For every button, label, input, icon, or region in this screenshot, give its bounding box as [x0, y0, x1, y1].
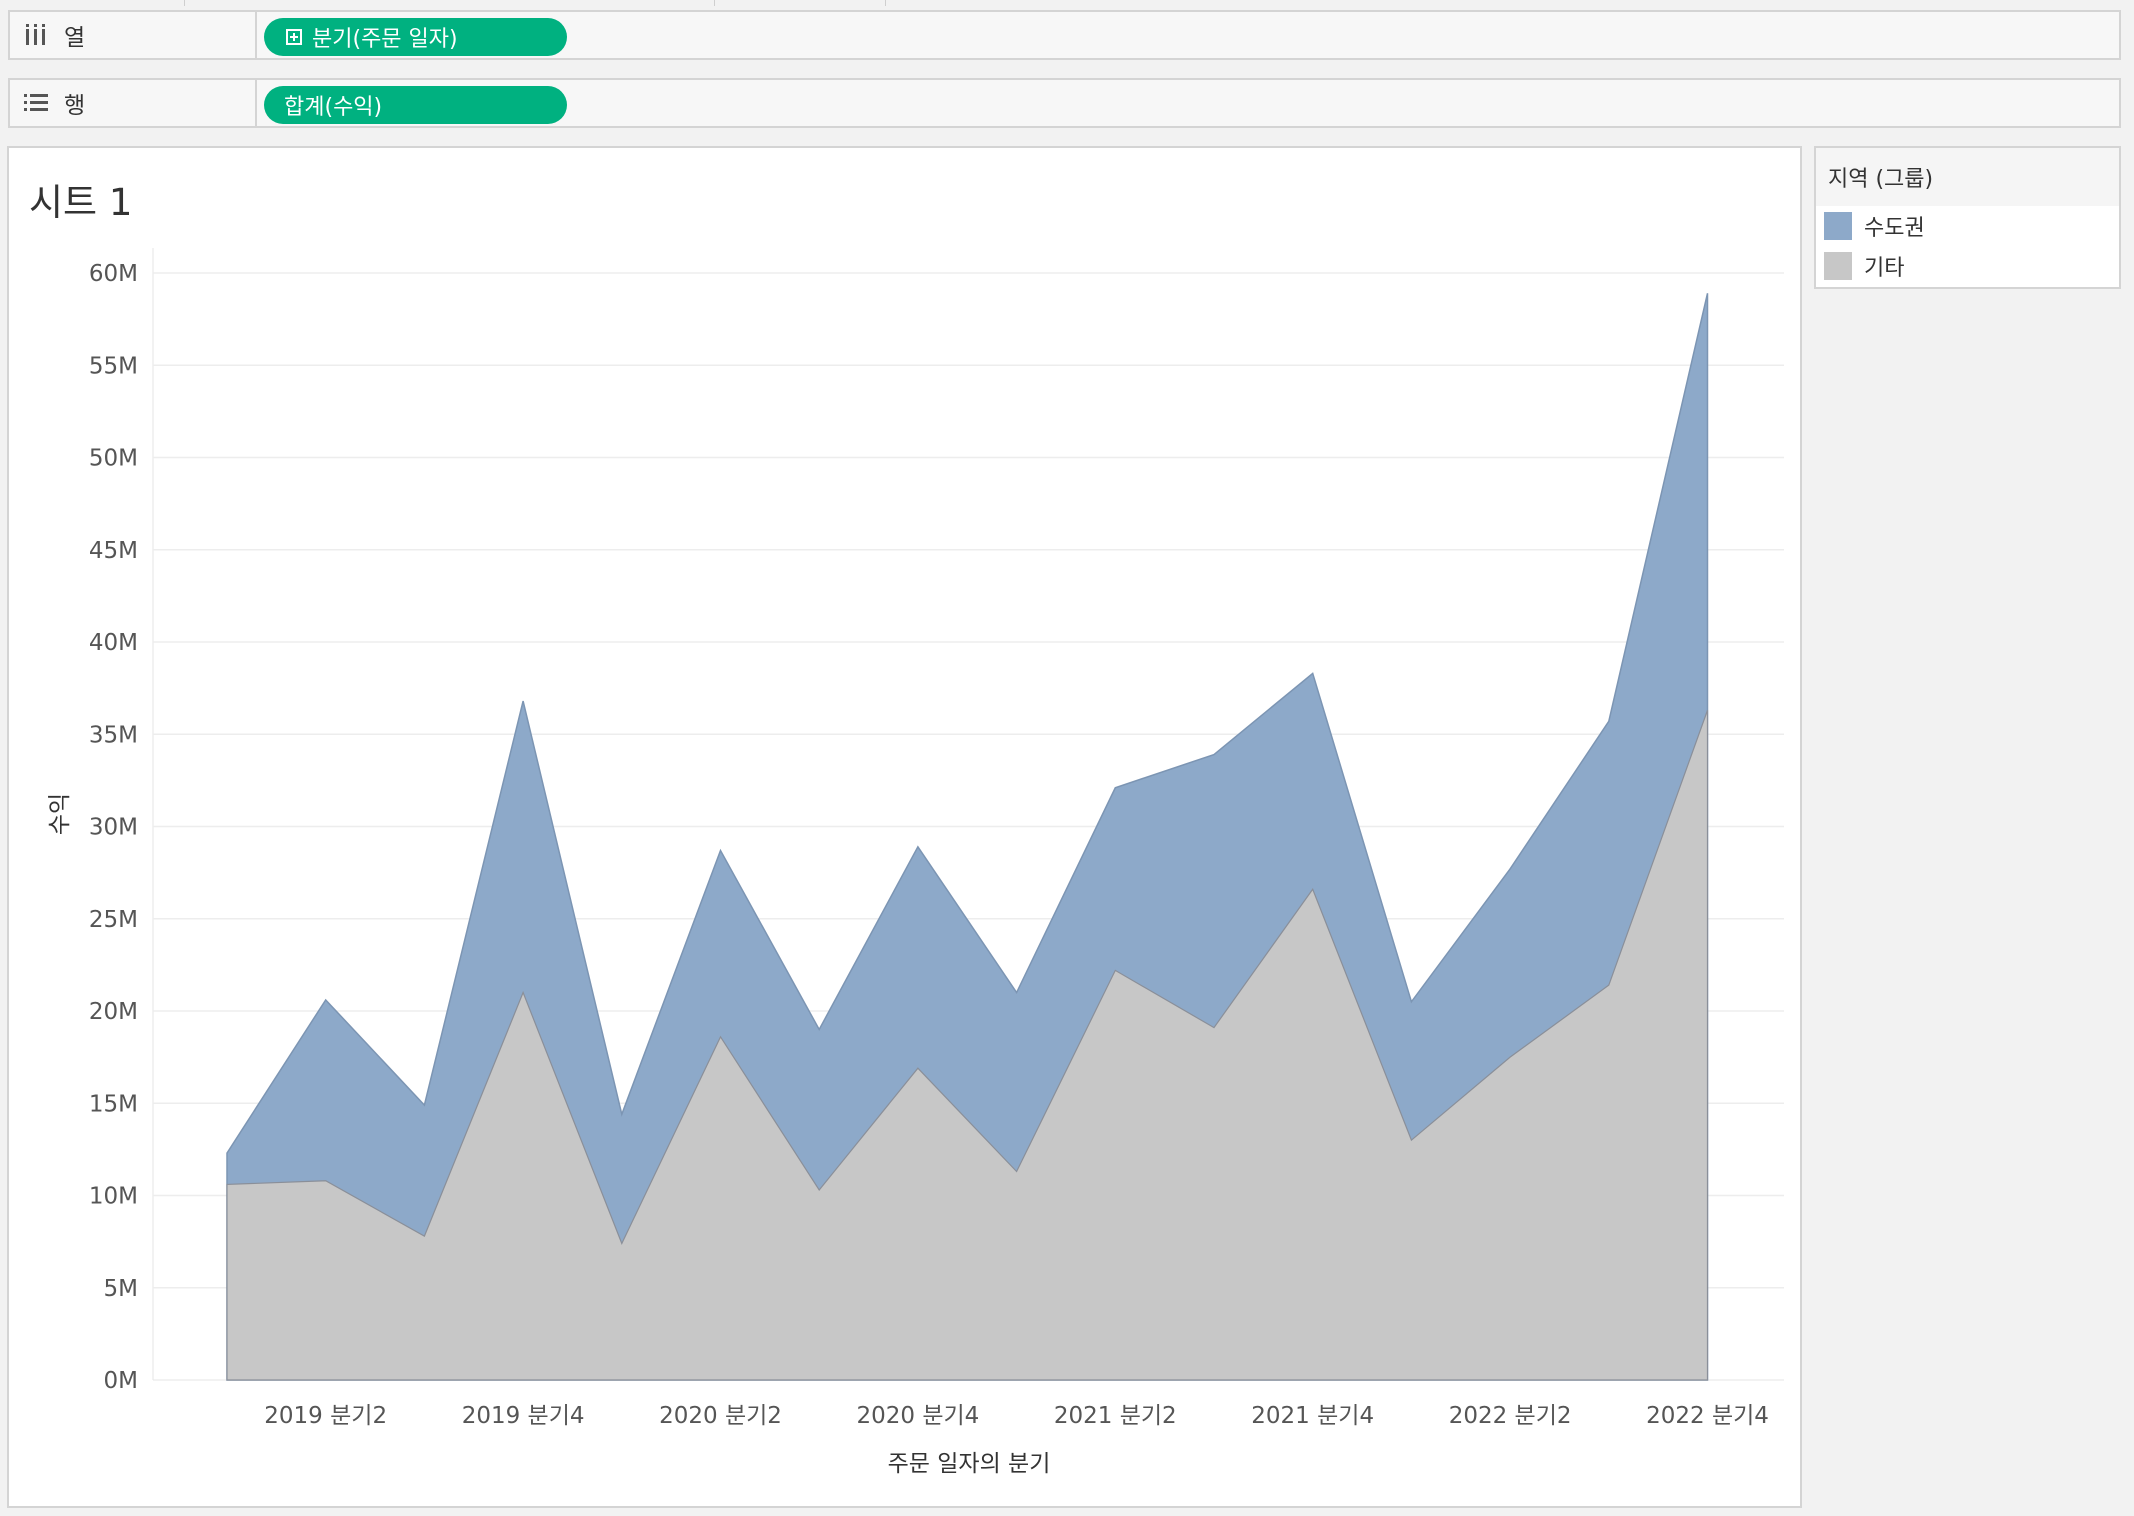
area-other	[226, 710, 1709, 1381]
y-tick-label: 60M	[89, 261, 138, 287]
y-tick-label: 45M	[89, 538, 138, 564]
columns-icon	[22, 21, 50, 49]
x-tick-label: 2021 분기4	[1251, 1403, 1374, 1429]
rows-pill[interactable]: 합계(수익)	[264, 86, 567, 124]
y-tick-label: 40M	[89, 630, 138, 656]
y-tick-label: 50M	[89, 446, 138, 472]
y-tick-label: 5M	[104, 1276, 138, 1302]
legend: 지역 (그룹) 수도권 기타	[1814, 146, 2121, 289]
y-axis-title: 수익	[47, 793, 73, 835]
y-tick-label: 15M	[89, 1091, 138, 1117]
rows-shelf-label: 행	[10, 80, 257, 126]
x-tick-label: 2021 분기2	[1054, 1403, 1177, 1429]
legend-swatch-metro	[1824, 212, 1852, 240]
expand-plus-icon[interactable]	[286, 29, 302, 45]
x-tick-label: 2022 분기2	[1449, 1403, 1572, 1429]
y-tick-label: 10M	[89, 1184, 138, 1210]
legend-label-metro: 수도권	[1864, 216, 1925, 241]
x-axis-title: 주문 일자의 분기	[888, 1451, 1051, 1477]
legend-title: 지역 (그룹)	[1816, 148, 2119, 206]
x-tick-label: 2022 분기4	[1646, 1403, 1769, 1429]
y-tick-label: 0M	[104, 1368, 138, 1394]
columns-shelf-label: 열	[10, 12, 257, 58]
y-tick-label: 20M	[89, 999, 138, 1025]
y-tick-label: 55M	[89, 353, 138, 379]
rows-pill-label: 합계(수익)	[284, 95, 383, 120]
sheet-title: 시트 1	[29, 181, 133, 224]
area-chart: 0M 5M 10M 15M 20M 25M 30M 35M 40M 45M 50M 55M 60M 201…	[47, 248, 1784, 1477]
legend-label-other: 기타	[1864, 256, 1905, 281]
x-tick-label: 2020 분기2	[659, 1403, 782, 1429]
y-tick-label: 35M	[89, 722, 138, 748]
x-tick-label: 2020 분기4	[856, 1403, 979, 1429]
legend-item-other[interactable]: 기타	[1816, 246, 2119, 286]
legend-swatch-other	[1824, 252, 1852, 280]
columns-pill-label: 분기(주문 일자)	[312, 27, 458, 52]
rows-label: 행	[64, 93, 86, 119]
worksheet: 시트 1 0M 5M 10M 15M 20M 25M 30M 35M 40M 45M 50M 55M 6…	[7, 146, 1802, 1508]
rows-shelf[interactable]: 행 합계(수익)	[8, 78, 2121, 128]
top-strip	[0, 0, 2134, 10]
x-tick-label: 2019 분기2	[264, 1403, 387, 1429]
x-tick-label: 2019 분기4	[462, 1403, 585, 1429]
legend-item-metro[interactable]: 수도권	[1816, 206, 2119, 246]
columns-label: 열	[64, 25, 86, 51]
columns-shelf[interactable]: 열 분기(주문 일자)	[8, 10, 2121, 60]
columns-pill[interactable]: 분기(주문 일자)	[264, 18, 567, 56]
rows-icon	[22, 89, 50, 117]
y-tick-label: 25M	[89, 907, 138, 933]
y-tick-label: 30M	[89, 815, 138, 841]
